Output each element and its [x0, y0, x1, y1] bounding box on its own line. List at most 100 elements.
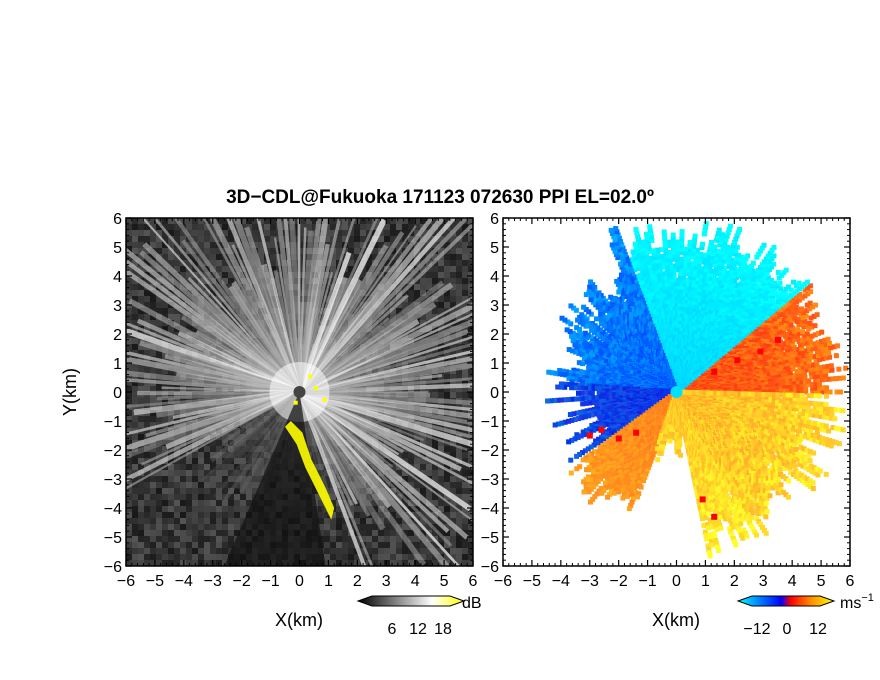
- reflectivity-speckle: [378, 326, 384, 332]
- reflectivity-speckle: [144, 416, 150, 422]
- reflectivity-speckle: [342, 230, 348, 236]
- reflectivity-speckle: [198, 506, 204, 512]
- velocity-cell: [769, 313, 775, 319]
- reflectivity-speckle: [402, 524, 408, 530]
- reflectivity-speckle: [462, 278, 468, 284]
- reflectivity-speckle: [354, 338, 360, 344]
- velocity-cell: [808, 366, 814, 372]
- reflectivity-speckle: [426, 326, 432, 332]
- reflectivity-spoke: [298, 218, 356, 393]
- reflectivity-speckle: [276, 314, 282, 320]
- reflectivity-speckle: [468, 524, 473, 530]
- reflectivity-speckle: [450, 542, 456, 548]
- reflectivity-speckle: [330, 218, 336, 224]
- velocity-cell: [790, 312, 796, 318]
- reflectivity-speckle: [186, 482, 192, 488]
- reflectivity-speckle: [438, 302, 444, 308]
- reflectivity-speckle: [408, 542, 414, 548]
- reflectivity-speckle: [300, 230, 306, 236]
- reflectivity-speckle: [342, 452, 348, 458]
- reflectivity-speckle: [186, 338, 192, 344]
- velocity-cell: [809, 324, 815, 330]
- velocity-cell: [813, 302, 819, 308]
- velocity-cell: [780, 371, 786, 377]
- velocity-cell: [830, 376, 836, 382]
- reflectivity-speckle: [408, 548, 414, 554]
- reflectivity-speckle: [384, 506, 390, 512]
- velocity-cell: [798, 368, 804, 374]
- reflectivity-speckle: [462, 302, 468, 308]
- reflectivity-speckle: [180, 386, 186, 392]
- reflectivity-speckle: [468, 272, 473, 278]
- velocity-cell: [806, 334, 812, 340]
- reflectivity-speckle: [354, 242, 360, 248]
- reflectivity-speckle: [408, 536, 414, 542]
- velocity-cell: [799, 329, 805, 335]
- reflectivity-speckle: [414, 536, 420, 542]
- velocity-cell: [811, 313, 817, 319]
- reflectivity-speckle: [270, 266, 276, 272]
- reflectivity-speckle: [432, 554, 438, 560]
- reflectivity-speckle: [174, 320, 180, 326]
- velocity-cell: [768, 389, 774, 395]
- reflectivity-speckle: [420, 362, 426, 368]
- velocity-cell: [796, 330, 802, 336]
- reflectivity-speckle: [252, 440, 258, 446]
- reflectivity-speckle: [414, 290, 420, 296]
- reflectivity-speckle: [150, 242, 156, 248]
- reflectivity-speckle: [444, 272, 450, 278]
- reflectivity-speckle: [132, 248, 138, 254]
- velocity-cell: [803, 382, 809, 388]
- reflectivity-speckle: [348, 512, 354, 518]
- reflectivity-speckle: [210, 548, 216, 554]
- reflectivity-speckle: [150, 296, 156, 302]
- reflectivity-spoke: [225, 218, 302, 393]
- velocity-cell: [764, 336, 770, 342]
- velocity-cell: [790, 366, 796, 372]
- velocity-cell: [778, 380, 784, 386]
- reflectivity-speckle: [378, 512, 384, 518]
- reflectivity-speckle: [216, 440, 222, 446]
- reflectivity-speckle: [240, 446, 246, 452]
- reflectivity-speckle: [336, 248, 342, 254]
- reflectivity-speckle: [168, 218, 174, 224]
- reflectivity-speckle: [252, 236, 258, 242]
- reflectivity-speckle: [216, 464, 222, 470]
- velocity-cell: [765, 386, 771, 392]
- reflectivity-speckle: [138, 452, 144, 458]
- reflectivity-speckle: [420, 278, 426, 284]
- reflectivity-speckle: [384, 524, 390, 530]
- reflectivity-speckle: [210, 524, 216, 530]
- reflectivity-speckle: [168, 500, 174, 506]
- reflectivity-speckle: [168, 488, 174, 494]
- velocity-cell: [777, 346, 783, 352]
- reflectivity-speckle: [456, 374, 462, 380]
- reflectivity-speckle: [204, 290, 210, 296]
- reflectivity-speckle: [396, 302, 402, 308]
- reflectivity-speckle: [192, 236, 198, 242]
- reflectivity-speckle: [198, 464, 204, 470]
- reflectivity-speckle: [126, 548, 132, 554]
- velocity-cell: [803, 385, 809, 391]
- reflectivity-speckle: [432, 266, 438, 272]
- reflectivity-speckle: [456, 284, 462, 290]
- reflectivity-speckle: [198, 380, 204, 386]
- reflectivity-speckle: [144, 404, 150, 410]
- velocity-cell: [768, 362, 774, 368]
- reflectivity-speckle: [174, 332, 180, 338]
- reflectivity-speckle: [234, 428, 240, 434]
- reflectivity-speckle: [414, 296, 420, 302]
- velocity-cell: [840, 375, 846, 381]
- reflectivity-speckle: [180, 536, 186, 542]
- reflectivity-speckle: [390, 548, 396, 554]
- reflectivity-speckle: [468, 548, 473, 554]
- reflectivity-spoke: [298, 389, 473, 448]
- velocity-cell: [765, 332, 771, 338]
- reflectivity-speckle: [324, 470, 330, 476]
- reflectivity-speckle: [276, 422, 282, 428]
- velocity-cell: [769, 367, 775, 373]
- reflectivity-speckle: [174, 308, 180, 314]
- reflectivity-speckle: [402, 236, 408, 242]
- reflectivity-speckle: [168, 476, 174, 482]
- reflectivity-speckle: [438, 380, 444, 386]
